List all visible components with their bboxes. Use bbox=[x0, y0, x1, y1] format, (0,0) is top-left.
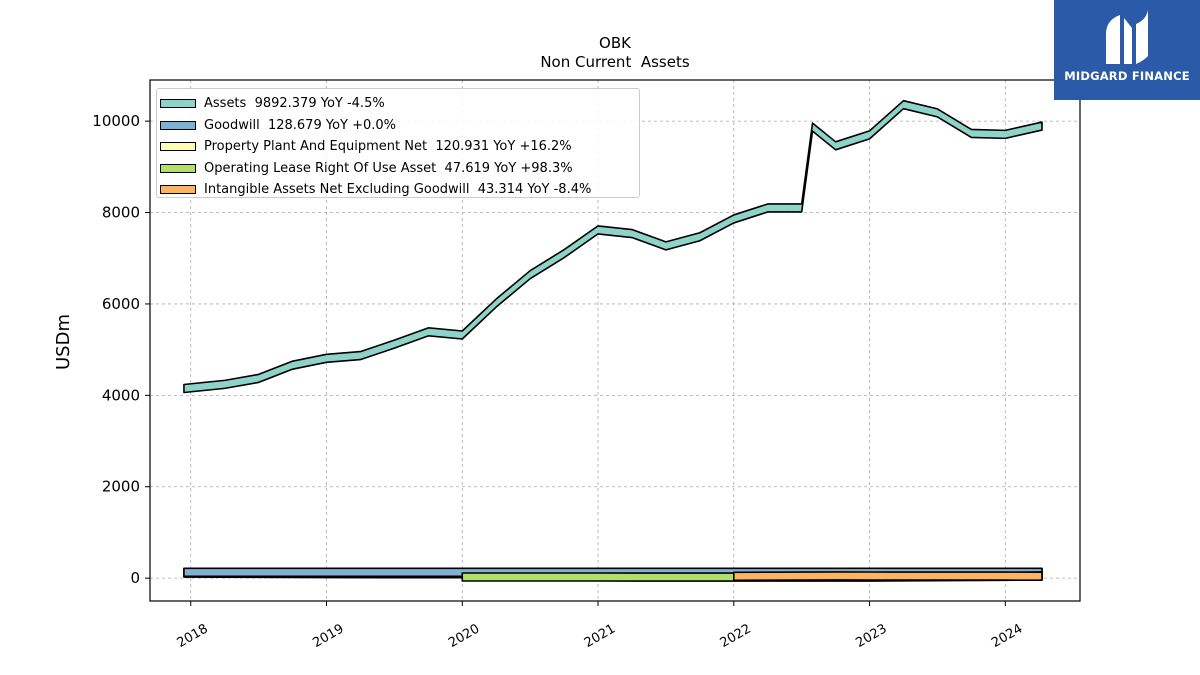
legend-label: Assets 9892.379 YoY -4.5% bbox=[204, 96, 385, 112]
legend-label: Goodwill 128.679 YoY +0.0% bbox=[204, 117, 397, 133]
legend-label: Operating Lease Right Of Use Asset 47.61… bbox=[204, 160, 573, 176]
chart-title: OBK bbox=[599, 34, 632, 52]
logo-text: MIDGARD FINANCE bbox=[1064, 69, 1190, 83]
series-band-0 bbox=[183, 99, 1043, 394]
y-tick-label: 10000 bbox=[92, 112, 140, 130]
legend-entry: Assets 9892.379 YoY -4.5% bbox=[159, 93, 639, 115]
legend-swatch bbox=[160, 142, 196, 152]
legend-entry: Operating Lease Right Of Use Asset 47.61… bbox=[159, 158, 639, 180]
legend-swatch bbox=[160, 99, 196, 109]
legend-swatch bbox=[160, 185, 196, 195]
y-tick-label: 0 bbox=[130, 569, 140, 587]
legend-entry: Intangible Assets Net Excluding Goodwill… bbox=[159, 179, 639, 201]
legend-label: Property Plant And Equipment Net 120.931… bbox=[204, 139, 572, 155]
y-tick-label: 6000 bbox=[102, 295, 140, 313]
legend: Assets 9892.379 YoY -4.5% Goodwill 128.67… bbox=[156, 88, 640, 198]
plot-frame bbox=[149, 79, 1081, 602]
chart-subtitle: Non Current Assets bbox=[540, 53, 690, 71]
y-axis-label: USDm bbox=[53, 314, 74, 370]
series-band-4 bbox=[732, 571, 1043, 582]
legend-entry: Property Plant And Equipment Net 120.931… bbox=[159, 136, 639, 158]
x-tick-label: 2020 bbox=[446, 621, 482, 651]
logo: MIDGARD FINANCE bbox=[1054, 0, 1200, 100]
x-tick-label: 2018 bbox=[175, 621, 211, 651]
legend-swatch bbox=[160, 120, 196, 130]
legend-swatch bbox=[160, 163, 196, 173]
x-tick-label: 2024 bbox=[989, 621, 1025, 651]
x-tick-label: 2022 bbox=[718, 621, 754, 651]
x-tick-label: 2019 bbox=[310, 621, 346, 651]
x-tick-label: 2021 bbox=[582, 621, 618, 651]
y-tick-label: 2000 bbox=[102, 478, 140, 496]
logo-mark-icon bbox=[1106, 10, 1148, 64]
x-tick-label: 2023 bbox=[853, 621, 889, 651]
legend-label: Intangible Assets Net Excluding Goodwill… bbox=[204, 182, 592, 198]
series-layer bbox=[183, 99, 1043, 582]
legend-entry: Goodwill 128.679 YoY +0.0% bbox=[159, 115, 639, 137]
y-tick-label: 4000 bbox=[102, 386, 140, 404]
y-tick-label: 8000 bbox=[102, 204, 140, 222]
